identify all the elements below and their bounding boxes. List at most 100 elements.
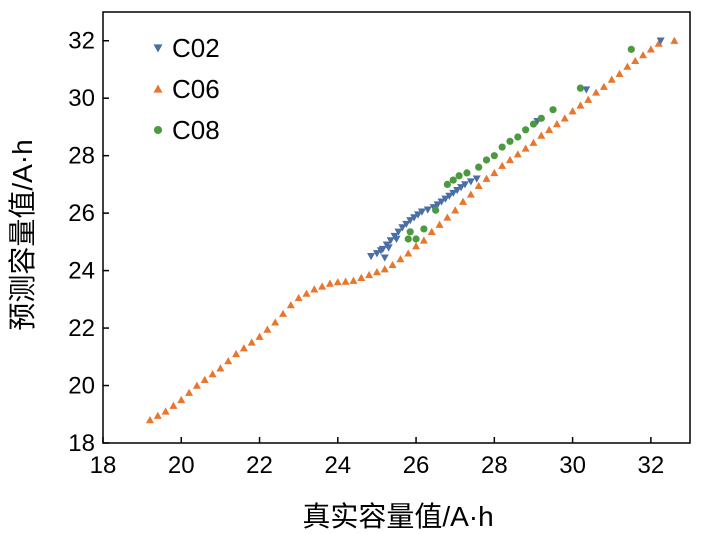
- data-point: [333, 278, 342, 286]
- data-point: [529, 138, 538, 146]
- x-tick-label: 24: [324, 452, 351, 479]
- data-point: [247, 338, 256, 346]
- data-point: [656, 37, 665, 45]
- data-point: [482, 156, 491, 164]
- data-point: [402, 220, 411, 229]
- data-point: [410, 214, 419, 222]
- data-point: [639, 51, 648, 59]
- data-point: [670, 36, 679, 44]
- data-point: [522, 126, 530, 134]
- data-point: [294, 293, 303, 302]
- data-point: [263, 325, 272, 333]
- data-point: [615, 69, 624, 77]
- x-tick-label: 26: [403, 452, 430, 479]
- data-point: [445, 192, 454, 200]
- data-point: [513, 150, 522, 158]
- data-point: [271, 318, 280, 326]
- data-point: [192, 381, 201, 389]
- data-point: [576, 101, 585, 109]
- x-tick-label: 22: [246, 452, 273, 479]
- data-point: [459, 197, 468, 205]
- data-point: [432, 206, 440, 214]
- data-point: [472, 175, 481, 183]
- y-tick-label: 22: [68, 315, 95, 342]
- data-point: [529, 120, 538, 128]
- data-point: [646, 45, 655, 53]
- data-point: [427, 227, 436, 236]
- data-point: [449, 189, 458, 198]
- data-point: [599, 82, 608, 90]
- data-point: [498, 143, 506, 151]
- data-point: [453, 186, 462, 195]
- data-point: [161, 407, 170, 415]
- data-point: [376, 247, 385, 255]
- data-point: [455, 172, 463, 180]
- series-c06: [145, 36, 679, 424]
- plot-frame: [102, 11, 691, 444]
- data-point: [208, 370, 217, 378]
- ticks: 18 20 22 24 26 28 30 32 18 20 22 24 26 28 30 32: [68, 28, 664, 479]
- data-point: [433, 201, 442, 209]
- data-point: [388, 260, 397, 269]
- data-point: [582, 86, 591, 94]
- data-point: [568, 107, 577, 115]
- x-tick-label: 32: [638, 452, 665, 479]
- data-point: [423, 206, 432, 214]
- data-point: [537, 114, 545, 122]
- data-point: [341, 277, 350, 285]
- data-marks: [145, 36, 679, 424]
- x-tick-label: 18: [90, 452, 117, 479]
- data-point: [449, 176, 457, 184]
- data-point: [384, 244, 393, 252]
- data-point: [451, 206, 460, 214]
- data-point: [396, 255, 405, 263]
- data-point: [549, 106, 557, 114]
- x-tick-label: 28: [481, 452, 508, 479]
- data-point: [505, 155, 514, 164]
- data-point: [498, 161, 507, 169]
- data-point: [145, 416, 154, 424]
- y-tick-label: 24: [68, 258, 95, 285]
- data-point: [474, 181, 483, 190]
- data-point: [537, 131, 546, 139]
- data-point: [372, 250, 381, 258]
- data-point: [386, 237, 395, 245]
- y-tick-label: 18: [68, 430, 95, 457]
- data-point: [357, 273, 366, 281]
- data-point: [185, 388, 194, 396]
- data-point: [394, 228, 403, 236]
- data-point: [490, 152, 498, 160]
- data-point: [466, 190, 475, 198]
- data-point: [224, 357, 233, 365]
- legend-label-c06: C06: [172, 74, 220, 104]
- data-point: [482, 174, 491, 182]
- data-point: [460, 181, 469, 189]
- data-point: [631, 56, 640, 65]
- legend-marker-c02: [153, 44, 163, 53]
- data-point: [153, 411, 162, 419]
- data-point: [367, 253, 376, 261]
- data-point: [412, 235, 420, 243]
- data-point: [584, 95, 593, 103]
- data-point: [318, 282, 327, 290]
- data-point: [654, 39, 663, 47]
- data-point: [552, 120, 561, 128]
- data-point: [392, 235, 401, 243]
- legend: C02 C06 C08: [153, 33, 220, 145]
- data-point: [380, 254, 389, 262]
- data-point: [200, 375, 209, 383]
- data-point: [177, 395, 186, 404]
- data-point: [302, 289, 311, 297]
- data-point: [419, 236, 428, 244]
- data-point: [521, 144, 530, 152]
- y-tick-label: 20: [68, 373, 95, 400]
- data-point: [255, 332, 264, 340]
- data-point: [169, 401, 178, 409]
- data-point: [437, 198, 446, 206]
- data-point: [380, 265, 389, 273]
- data-point: [466, 178, 475, 186]
- data-point: [592, 88, 601, 96]
- data-point: [279, 309, 288, 317]
- legend-label-c02: C02: [172, 33, 220, 63]
